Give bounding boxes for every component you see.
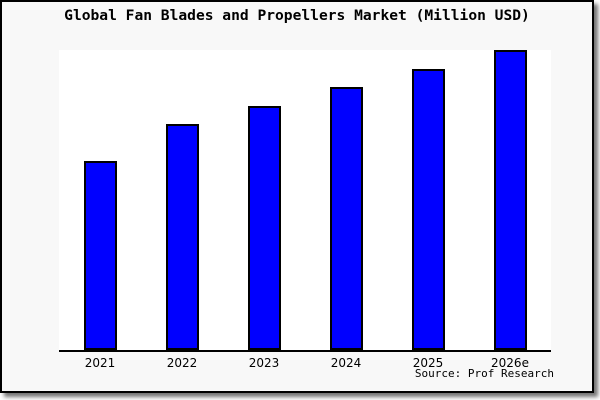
x-axis-labels: 2021 2022 2023 2024 2025 2026e: [59, 356, 551, 371]
bar-2022: [165, 124, 199, 350]
bar-2024: [329, 86, 363, 350]
bar-2023: [247, 105, 281, 350]
x-tick-label-2026e: 2026e: [491, 356, 529, 370]
bar-2021: [83, 161, 117, 350]
chart-card: Global Fan Blades and Propellers Market …: [0, 0, 594, 393]
bar-2025: [411, 68, 445, 350]
x-tick-label-2023: 2023: [248, 356, 280, 370]
x-tick-label-2025: 2025: [412, 356, 444, 370]
bar-2026e: [493, 50, 527, 350]
source-credit: Source: Prof Research: [414, 367, 554, 380]
x-tick-label-2022: 2022: [166, 356, 198, 370]
x-tick-label-2024: 2024: [330, 356, 362, 370]
x-tick-label-2021: 2021: [84, 356, 116, 370]
chart-title: Global Fan Blades and Propellers Market …: [64, 7, 530, 24]
plot-area: [59, 50, 551, 352]
